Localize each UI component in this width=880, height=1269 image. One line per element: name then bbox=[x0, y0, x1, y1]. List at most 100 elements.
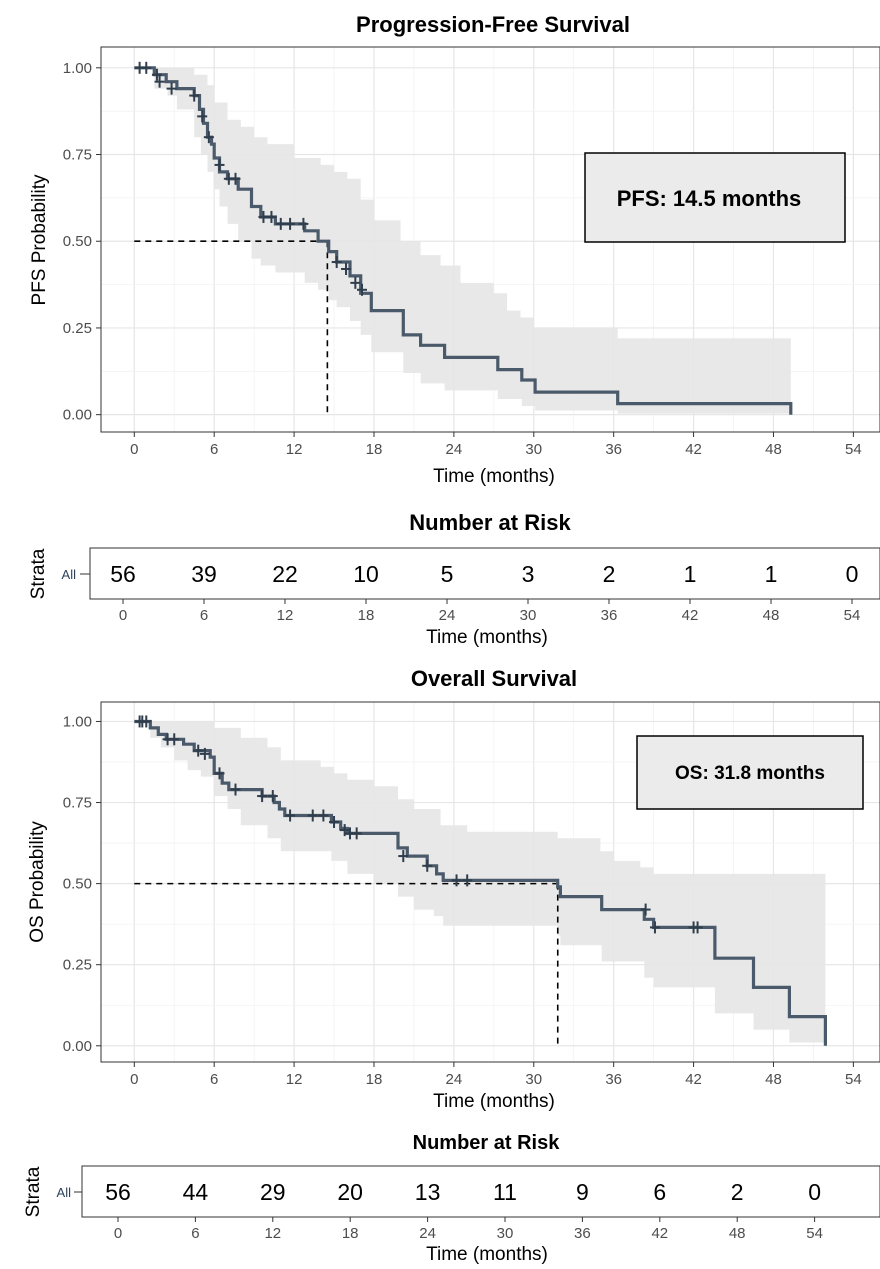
os-risk-xtick-label: 12 bbox=[264, 1225, 281, 1242]
os-ytick-label: 1.00 bbox=[63, 713, 92, 730]
os-xtick-label: 54 bbox=[845, 1071, 862, 1088]
os-censor-mark bbox=[462, 874, 473, 887]
pfs-risk-value: 22 bbox=[272, 561, 298, 587]
pfs-xtick-label: 0 bbox=[130, 441, 138, 458]
os-xtick-label: 42 bbox=[685, 1071, 702, 1088]
pfs-gridlines bbox=[101, 47, 880, 432]
os-risk-xtick-label: 0 bbox=[114, 1225, 122, 1242]
pfs-xtick-label: 42 bbox=[685, 441, 702, 458]
os-censor-mark bbox=[422, 859, 433, 872]
os-xtick-label: 24 bbox=[446, 1071, 463, 1088]
pfs-censor-mark bbox=[151, 68, 162, 81]
os-ytick-label: 0.25 bbox=[63, 957, 92, 974]
pfs-risk-value: 1 bbox=[684, 561, 697, 587]
os-risk-xtick-label: 6 bbox=[191, 1225, 199, 1242]
pfs-risk-value: 39 bbox=[191, 561, 217, 587]
pfs-risk-strata-label: Strata bbox=[28, 548, 49, 599]
pfs-censor-mark bbox=[154, 75, 165, 88]
os-plot-border bbox=[100, 701, 880, 1063]
os-censor-mark bbox=[318, 809, 329, 822]
pfs-censor-mark bbox=[203, 131, 214, 144]
os-censor-mark bbox=[351, 827, 362, 840]
os-chart: Overall Survival 0 6 12 18 24 30 36 42 48 54 0.00… bbox=[27, 666, 880, 1112]
pfs-risk-values: 56 39 22 10 5 3 2 1 1 0 bbox=[110, 561, 858, 587]
os-x-axis-label: Time (months) bbox=[433, 1091, 555, 1112]
os-risk-table: Number at Risk Strata All 56 44 29 20 13 11 9 6… bbox=[23, 1132, 880, 1265]
os-risk-value: 6 bbox=[653, 1179, 666, 1205]
os-median-annotation: OS: 31.8 months bbox=[636, 735, 864, 810]
pfs-risk-value: 5 bbox=[441, 561, 454, 587]
pfs-risk-x-axis-label: Time (months) bbox=[426, 627, 548, 648]
pfs-censor-mark bbox=[331, 256, 342, 269]
pfs-censor-mark bbox=[230, 172, 241, 185]
os-y-axis: 0.00 0.25 0.50 0.75 1.00 bbox=[63, 713, 101, 1055]
os-risk-x-axis: 0 6 12 18 24 30 36 42 48 54 bbox=[114, 1217, 823, 1242]
pfs-x-axis: 0 6 12 18 24 30 36 42 48 54 bbox=[130, 432, 862, 458]
pfs-risk-xtick-label: 30 bbox=[520, 607, 537, 624]
pfs-censor-mark bbox=[350, 276, 361, 289]
pfs-chart-title: Progression-Free Survival bbox=[356, 12, 630, 37]
pfs-risk-xtick-label: 12 bbox=[277, 607, 294, 624]
os-risk-value: 44 bbox=[183, 1179, 209, 1205]
os-risk-table-title: Number at Risk bbox=[413, 1132, 561, 1154]
pfs-risk-xtick-label: 6 bbox=[200, 607, 208, 624]
pfs-risk-value: 10 bbox=[353, 561, 379, 587]
os-censor-mark bbox=[307, 809, 318, 822]
os-ytick-label: 0.75 bbox=[63, 795, 92, 812]
pfs-censor-mark bbox=[275, 217, 286, 230]
pfs-risk-strata-name: All bbox=[62, 567, 77, 582]
pfs-censor-mark bbox=[285, 217, 296, 230]
os-chart-title: Overall Survival bbox=[411, 666, 577, 691]
pfs-censor-mark bbox=[189, 89, 200, 102]
os-censor-mark bbox=[692, 921, 703, 934]
os-median-box bbox=[636, 735, 864, 810]
pfs-risk-xtick-label: 36 bbox=[601, 607, 618, 624]
os-risk-xtick-label: 48 bbox=[729, 1225, 746, 1242]
os-risk-strata-label: Strata bbox=[23, 1166, 44, 1217]
pfs-xtick-label: 48 bbox=[765, 441, 782, 458]
pfs-risk-xtick-label: 0 bbox=[119, 607, 127, 624]
pfs-xtick-label: 12 bbox=[286, 441, 303, 458]
os-risk-value: 56 bbox=[105, 1179, 131, 1205]
os-censor-mark bbox=[193, 744, 204, 757]
pfs-risk-value: 2 bbox=[603, 561, 616, 587]
pfs-xtick-label: 36 bbox=[605, 441, 622, 458]
pfs-ytick-label: 0.75 bbox=[63, 147, 92, 164]
pfs-x-axis-label: Time (months) bbox=[433, 466, 555, 487]
os-risk-xtick-label: 36 bbox=[574, 1225, 591, 1242]
os-risk-strata-name: All bbox=[57, 1185, 72, 1200]
os-xtick-label: 36 bbox=[605, 1071, 622, 1088]
pfs-risk-xtick-label: 24 bbox=[439, 607, 456, 624]
os-risk-xtick-label: 54 bbox=[806, 1225, 823, 1242]
pfs-xtick-label: 30 bbox=[525, 441, 542, 458]
os-risk-x-axis-label: Time (months) bbox=[426, 1244, 548, 1265]
pfs-median-lines bbox=[134, 240, 329, 415]
os-risk-value: 20 bbox=[337, 1179, 363, 1205]
os-y-axis-label: OS Probability bbox=[27, 821, 48, 943]
pfs-xtick-label: 24 bbox=[446, 441, 463, 458]
os-censor-mark bbox=[329, 816, 340, 828]
os-risk-values: 56 44 29 20 13 11 9 6 2 0 bbox=[105, 1179, 821, 1205]
pfs-km-line bbox=[134, 66, 793, 415]
pfs-risk-xtick-label: 42 bbox=[682, 607, 699, 624]
os-risk-value: 2 bbox=[731, 1179, 744, 1205]
os-ytick-label: 0.00 bbox=[63, 1038, 92, 1055]
os-median-label: OS: 31.8 months bbox=[675, 763, 825, 784]
pfs-median-label: PFS: 14.5 months bbox=[617, 186, 802, 211]
os-ytick-label: 0.50 bbox=[63, 876, 92, 893]
pfs-censor-mark bbox=[356, 283, 367, 296]
os-censor-marks bbox=[134, 715, 703, 934]
pfs-ytick-label: 0.50 bbox=[63, 233, 92, 250]
os-median-lines bbox=[134, 882, 559, 1046]
os-risk-xtick-label: 42 bbox=[651, 1225, 668, 1242]
os-risk-value: 11 bbox=[493, 1179, 517, 1205]
os-censor-mark bbox=[214, 767, 225, 780]
os-risk-value: 0 bbox=[808, 1179, 821, 1205]
pfs-chart: Progression-Free Survival 0 6 12 18 24 30 36 42… bbox=[29, 12, 880, 487]
os-xtick-label: 0 bbox=[130, 1071, 138, 1088]
pfs-risk-xtick-label: 48 bbox=[763, 607, 780, 624]
pfs-ytick-label: 0.25 bbox=[63, 320, 92, 337]
pfs-y-axis-label: PFS Probability bbox=[29, 174, 50, 305]
os-xtick-label: 18 bbox=[366, 1071, 383, 1088]
pfs-risk-table-title: Number at Risk bbox=[409, 510, 571, 535]
